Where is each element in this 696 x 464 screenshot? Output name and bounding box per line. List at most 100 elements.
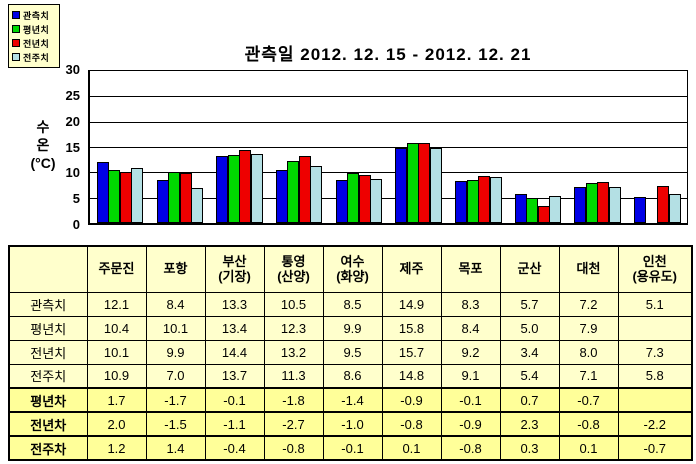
- bar-전년치-부산(기장): [239, 150, 251, 223]
- table-row: 평년차 1.7 -1.7 -0.1 -1.8 -1.4 -0.9 -0.1 0.7 -0.7: [8, 387, 693, 413]
- gridline: [90, 172, 687, 174]
- table-cell: 13.7: [204, 363, 265, 389]
- table-cell: -0.9: [440, 411, 501, 437]
- bar-평년치-포항: [168, 172, 180, 223]
- gridline: [90, 96, 687, 98]
- table-cell: -0.4: [204, 435, 265, 461]
- table-cell: 7.0: [145, 363, 206, 389]
- table-cell: 0.3: [499, 435, 560, 461]
- table-cell: 15.7: [381, 339, 442, 365]
- table-cell: 1.2: [86, 435, 147, 461]
- table-cell: 0.1: [558, 435, 619, 461]
- table-cell: 2.3: [499, 411, 560, 437]
- table-cell: 9.1: [440, 363, 501, 389]
- table-cell: 14.9: [381, 291, 442, 317]
- table-cell: 5.0: [499, 315, 560, 341]
- column-header: 여수 (화양): [322, 245, 383, 293]
- table-cell: 10.4: [86, 315, 147, 341]
- table-cell: 12.3: [263, 315, 324, 341]
- table-cell: 8.4: [145, 291, 206, 317]
- table-cell: -0.1: [204, 387, 265, 413]
- table-cell: 12.1: [86, 291, 147, 317]
- y-axis-label: 수 온 (°C): [30, 119, 56, 171]
- table-cell: 9.2: [440, 339, 501, 365]
- gridline: [90, 197, 687, 199]
- y-axis-tick-label: 15: [65, 139, 80, 155]
- table-cell: -2.2: [617, 411, 693, 437]
- bar-전주치-목포: [490, 177, 502, 223]
- bar-전년치-대천: [597, 182, 609, 223]
- bar-평년치-군산: [526, 198, 538, 223]
- gridline: [90, 121, 687, 123]
- table-row: 전주치 10.9 7.0 13.7 11.3 8.6 14.8 9.1 5.4 7.1 5.8: [8, 363, 693, 389]
- table-cell: 5.4: [499, 363, 560, 389]
- table-cell: -1.8: [263, 387, 324, 413]
- bar-전주치-대천: [609, 187, 621, 223]
- table-cell: -1.4: [322, 387, 383, 413]
- bar-평년치-여수(화양): [347, 173, 359, 223]
- y-axis-tick-label: 5: [72, 191, 80, 207]
- table-cell: 3.4: [499, 339, 560, 365]
- table-cell: [617, 387, 693, 413]
- table-cell: 14.4: [204, 339, 265, 365]
- bar-관측치-대천: [574, 187, 586, 223]
- table-cell: -0.9: [381, 387, 442, 413]
- legend-item: 관측치: [12, 8, 56, 22]
- row-header: 전주차: [8, 435, 88, 461]
- table-cell: 13.4: [204, 315, 265, 341]
- bar-전주치-군산: [549, 196, 561, 223]
- column-header: 대천: [558, 245, 619, 293]
- legend-item-label: 관측치: [23, 10, 50, 21]
- bar-관측치-인천(용유도): [634, 197, 646, 223]
- bar-전주치-인천(용유도): [669, 194, 681, 223]
- data-table: 주문진 포항 부산 (기장) 통영 (산양) 여수 (화양) 제주 목포 군산 대천 인천 (용유…: [8, 245, 693, 461]
- table-cell: -1.1: [204, 411, 265, 437]
- table-cell: -1.7: [145, 387, 206, 413]
- chart-plot-area: [88, 70, 688, 225]
- table-cell: 11.3: [263, 363, 324, 389]
- bar-전주치-통영(산양): [310, 166, 322, 223]
- column-header: 군산: [499, 245, 560, 293]
- legend-item: 평년치: [12, 22, 56, 36]
- bar-전주치-포항: [191, 188, 203, 223]
- legend-swatch-icon: [12, 39, 20, 47]
- table-cell: -0.1: [322, 435, 383, 461]
- table-cell: 8.6: [322, 363, 383, 389]
- table-cell: -0.8: [381, 411, 442, 437]
- table-corner-cell: [8, 245, 88, 293]
- chart-title: 관측일 2012. 12. 15 - 2012. 12. 21: [244, 45, 532, 64]
- bar-평년치-주문진: [108, 170, 120, 223]
- table-cell: -0.8: [558, 411, 619, 437]
- table-header-row: 주문진 포항 부산 (기장) 통영 (산양) 여수 (화양) 제주 목포 군산 대천 인천 (용유…: [8, 245, 693, 293]
- row-header: 전년치: [8, 339, 88, 365]
- column-header: 통영 (산양): [263, 245, 324, 293]
- row-header: 평년치: [8, 315, 88, 341]
- table-cell: 10.9: [86, 363, 147, 389]
- table-cell: 13.3: [204, 291, 265, 317]
- legend-item-label: 평년치: [23, 24, 50, 35]
- table-cell: -1.0: [322, 411, 383, 437]
- column-header: 목포: [440, 245, 501, 293]
- legend-item-label: 전주치: [23, 52, 50, 63]
- table-cell: -0.1: [440, 387, 501, 413]
- table-cell: 10.1: [86, 339, 147, 365]
- bar-평년치-통영(산양): [287, 161, 299, 223]
- legend-item: 전주치: [12, 50, 56, 64]
- column-header: 제주: [381, 245, 442, 293]
- bar-전주치-주문진: [131, 168, 143, 223]
- table-cell: 8.0: [558, 339, 619, 365]
- table-cell: 13.2: [263, 339, 324, 365]
- bar-전년치-인천(용유도): [657, 186, 669, 223]
- bar-전년치-목포: [478, 176, 490, 223]
- table-cell: -0.8: [263, 435, 324, 461]
- table-cell: 2.0: [86, 411, 147, 437]
- table-cell: 7.3: [617, 339, 693, 365]
- table-row: 전년치 10.1 9.9 14.4 13.2 9.5 15.7 9.2 3.4 8.0 7.3: [8, 339, 693, 365]
- table-row: 관측치 12.1 8.4 13.3 10.5 8.5 14.9 8.3 5.7 7.2 5.1: [8, 291, 693, 317]
- column-header: 포항: [145, 245, 206, 293]
- table-cell: 7.1: [558, 363, 619, 389]
- bar-관측치-부산(기장): [216, 156, 228, 223]
- table-row: 전년차 2.0 -1.5 -1.1 -2.7 -1.0 -0.8 -0.9 2.3 -0.8 -2.…: [8, 411, 693, 437]
- column-header: 주문진: [86, 245, 147, 293]
